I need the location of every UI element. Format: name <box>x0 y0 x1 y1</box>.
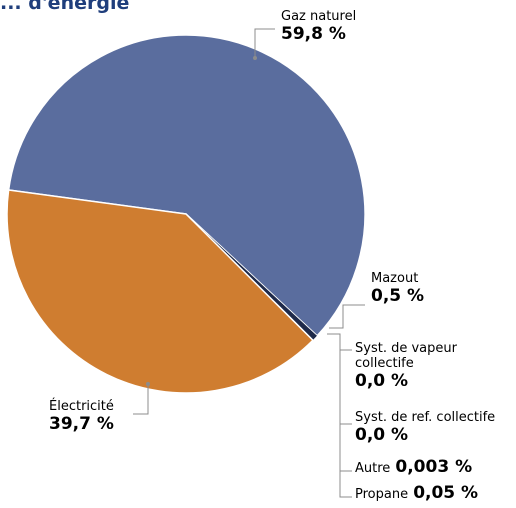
label-refroidissement: Syst. de ref. collectife 0,0 % <box>355 410 496 445</box>
label-refroidissement-name: Syst. de ref. collectife <box>355 410 496 425</box>
label-electricite: Électricité 39,7 % <box>49 399 114 434</box>
leader-gaz-naturel <box>254 28 275 58</box>
label-gaz-naturel: Gaz naturel 59,8 % <box>281 9 357 44</box>
label-vapeur-value: 0,0 % <box>355 370 409 391</box>
pie-slices <box>6 34 366 394</box>
label-vapeur-name: Syst. de vapeur collectife <box>355 341 457 371</box>
label-gaz-naturel-name: Gaz naturel <box>281 9 357 24</box>
label-electricite-name: Électricité <box>49 399 114 414</box>
label-refroidissement-value: 0,0 % <box>355 424 409 445</box>
pie-slice--lectricit- <box>6 189 314 394</box>
label-autre-name: Autre <box>355 461 391 476</box>
chart-title-clipped: ... d'énergie <box>0 0 130 14</box>
label-mazout: Mazout 0,5 % <box>371 271 425 306</box>
label-autre-value: 0,003 % <box>395 457 473 477</box>
label-vapeur: Syst. de vapeur collectife 0,0 % <box>355 341 485 391</box>
pie-slice-gaz-naturel <box>7 34 366 337</box>
label-mazout-value: 0,5 % <box>371 285 425 306</box>
leader-electricite <box>133 384 149 415</box>
leader-mazout <box>329 304 365 329</box>
label-gaz-naturel-value: 59,8 % <box>281 23 346 44</box>
label-autre: Autre 0,003 % <box>355 457 473 478</box>
leader-dot-gaz-naturel <box>253 56 257 60</box>
label-electricite-value: 39,7 % <box>49 413 114 434</box>
label-propane: Propane 0,05 % <box>355 483 479 504</box>
label-propane-name: Propane <box>355 487 409 502</box>
leader-dot-electricite <box>146 382 150 386</box>
leader-small-slices <box>327 333 352 498</box>
label-mazout-name: Mazout <box>371 271 419 286</box>
leader-lines <box>133 28 365 498</box>
label-propane-value: 0,05 % <box>413 483 479 503</box>
